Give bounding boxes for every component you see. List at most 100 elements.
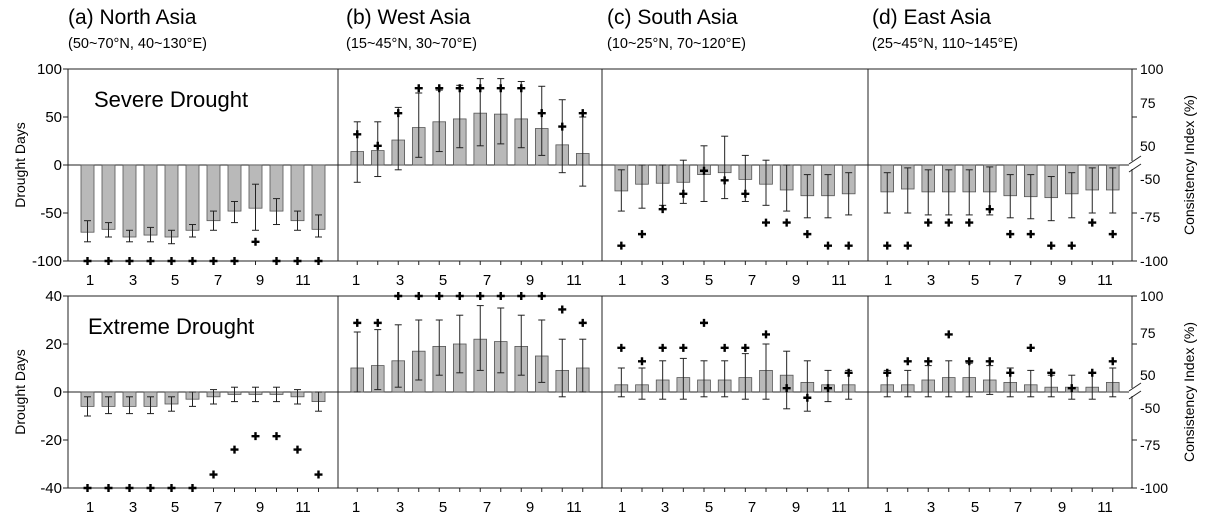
region-d-name: (d) East Asia [872,6,991,29]
severe-left-ylabel: Drought Days [12,122,28,208]
extreme-y-tick: -20 [40,432,62,449]
consistency-marker [803,393,812,402]
x-tick: 3 [396,499,404,516]
severe-y-tick: 50 [45,109,62,126]
consistency-marker [558,305,567,314]
x-tick: 11 [1097,272,1113,289]
consistency-marker [293,257,302,265]
panel-a-severe [63,68,339,265]
consistency-marker [558,122,567,131]
axis-break-mark [1128,155,1142,165]
consistency-marker [578,109,587,118]
region-c-name: (c) South Asia [607,6,738,29]
region-d-coords: (25~45°N, 110~145°E) [872,36,1018,52]
x-tick: 9 [792,499,800,516]
panel-b-extreme [337,292,603,492]
consistency-marker [293,445,302,454]
x-tick: 11 [831,499,847,516]
consistency-marker [679,189,688,198]
consistency-marker [104,257,113,265]
consistency-marker [209,257,218,265]
extreme-y-tick: 20 [45,336,62,353]
consistency-marker [824,241,832,250]
consistency-marker [146,484,155,492]
extreme-right-ylabel: Consistency Index (%) [1181,322,1197,462]
consistency-marker [125,484,134,492]
consistency-marker [455,84,464,93]
consistency-marker [844,368,853,377]
x-tick: 9 [256,499,264,516]
consistency-marker [700,166,708,175]
consistency-marker [1088,368,1097,377]
consistency-marker [824,384,832,393]
x-tick: 5 [439,272,447,289]
consistency-marker [658,205,667,214]
consistency-marker [1047,368,1056,377]
consistency-marker [230,445,239,454]
consistency-marker [1108,230,1117,239]
x-tick: 7 [1014,272,1022,289]
axis-break-mark [1128,390,1142,400]
panel-b-severe [337,68,603,265]
severe-right-y-ticks: 100 75 50 -50 -75 -100 [1140,61,1168,269]
consistency-marker [720,176,729,185]
consistency-marker [188,484,197,492]
severe-right-tick: 75 [1140,95,1156,111]
consistency-marker [104,484,113,492]
severe-right-tick: -50 [1140,171,1160,187]
consistency-marker [394,292,403,300]
panel-c-extreme [601,295,869,492]
x-tick: 5 [971,272,979,289]
consistency-marker [1006,368,1015,377]
axis-break-mask [1129,388,1141,396]
consistency-marker [517,84,526,93]
bar [122,164,137,238]
severe-right-ylabel: Consistency Index (%) [1181,95,1197,235]
consistency-marker [1088,218,1097,227]
consistency-marker [251,432,260,441]
extreme-right-tick: -75 [1140,437,1160,453]
severe-right-tick: -100 [1140,253,1168,269]
severe-left-y-ticks: 100 50 0 -50 -100 [32,61,62,270]
consistency-marker [578,318,587,327]
consistency-marker [1026,230,1035,239]
x-tick: 7 [483,272,491,289]
x-tick: 5 [971,499,979,516]
consistency-marker [903,357,912,366]
consistency-marker [883,368,892,377]
region-b-name: (b) West Asia [346,6,471,29]
consistency-marker [435,84,444,93]
severe-x-ticks: 1 3 5 7 9 11 1 3 5 7 9 11 1 3 5 7 9 11 1… [86,272,1113,289]
x-tick: 1 [884,499,892,516]
x-tick: 1 [884,272,892,289]
extreme-left-y-ticks: 40 20 0 -20 -40 [40,288,62,497]
severe-row-title: Severe Drought [94,87,248,112]
bar [185,164,200,231]
x-tick: 3 [661,272,669,289]
consistency-marker [83,484,92,492]
consistency-marker [883,241,892,250]
x-tick: 3 [129,272,137,289]
x-tick: 5 [705,499,713,516]
consistency-marker [617,343,626,352]
severe-right-tick: -75 [1140,209,1160,225]
consistency-marker [167,484,176,492]
region-headers: (a) North Asia (50~70°N, 40~130°E) (b) W… [68,6,1018,52]
region-a-name: (a) North Asia [68,6,197,29]
consistency-marker [965,357,974,366]
bar [101,164,116,230]
consistency-marker [146,257,155,265]
x-tick: 9 [526,272,534,289]
consistency-marker [83,257,92,265]
x-tick: 11 [566,499,582,516]
severe-right-tick: 100 [1140,61,1164,77]
extreme-y-tick: 40 [45,288,62,305]
x-tick: 7 [748,499,756,516]
consistency-marker [944,218,953,227]
consistency-marker [741,343,750,352]
x-tick: 9 [256,272,264,289]
x-tick: 3 [927,499,935,516]
x-tick: 3 [661,499,669,516]
consistency-marker [985,205,994,214]
